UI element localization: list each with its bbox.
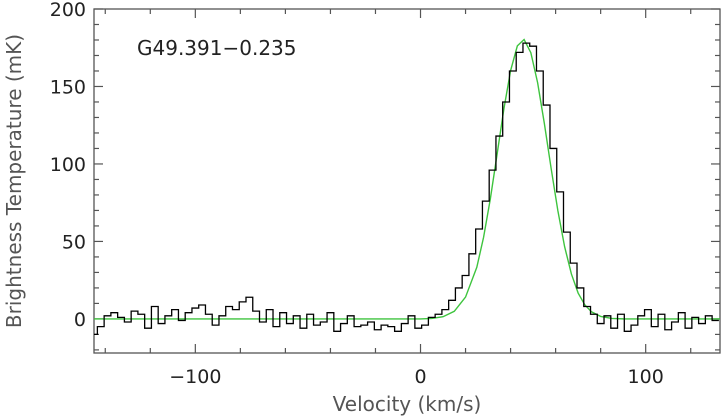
axis-ticks: [94, 8, 720, 353]
y-tick-label: 200: [50, 0, 86, 21]
y-axis-title: Brightness Temperature (mK): [2, 34, 26, 328]
x-tick-label: 0: [414, 366, 426, 388]
x-tick-label: 100: [628, 366, 664, 388]
plot-area-border: [93, 8, 721, 354]
observed-spectrum-step-line: [94, 42, 719, 336]
y-tick-label: 50: [62, 231, 86, 253]
x-axis-title: Velocity (km/s): [333, 392, 482, 416]
gaussian-fit-line: [94, 38, 720, 320]
y-tick-label: 0: [74, 309, 86, 331]
y-tick-label: 100: [50, 154, 86, 176]
source-name-annotation: G49.391−0.235: [137, 36, 297, 60]
plot-frame: [93, 8, 721, 354]
y-tick-label: 150: [50, 76, 86, 98]
series-layer: [94, 38, 720, 336]
axis-tick-labels: −100 0 100 0 50 100 150 200: [50, 0, 664, 388]
x-tick-label: −100: [169, 366, 221, 388]
